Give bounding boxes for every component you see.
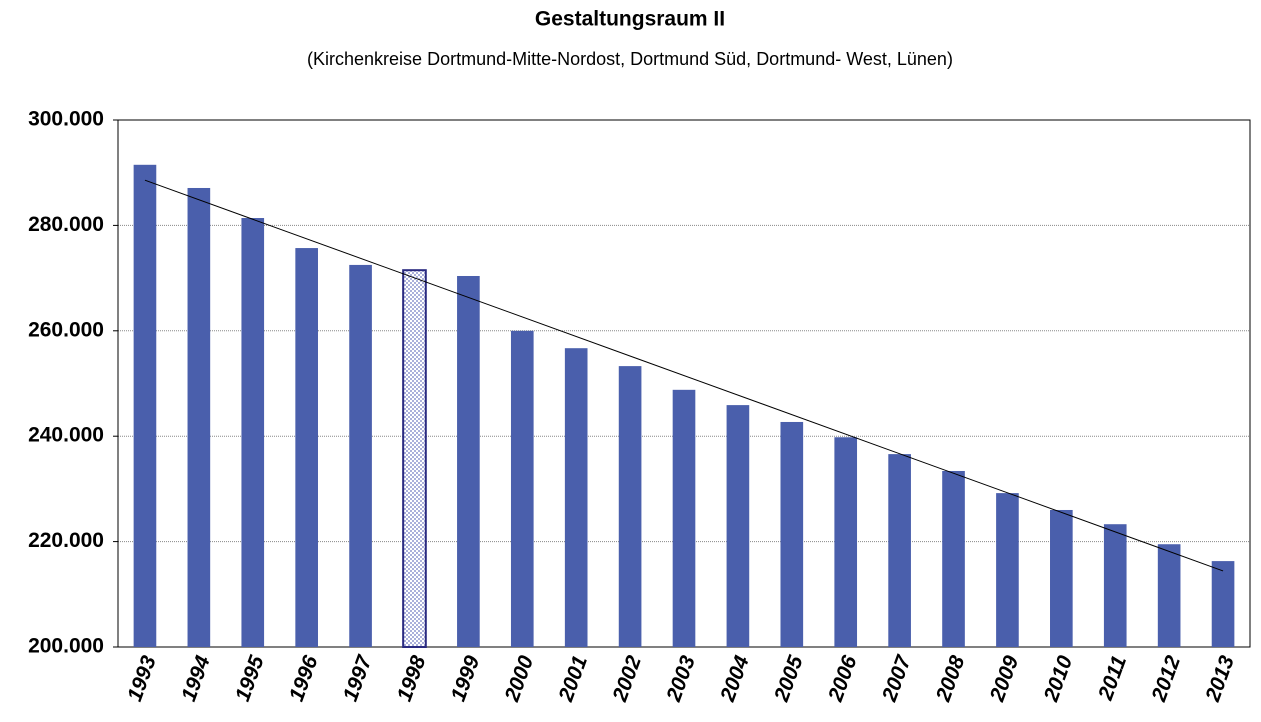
bar <box>672 389 696 647</box>
y-tick-label: 240.000 <box>28 424 104 447</box>
bar <box>1157 544 1181 647</box>
bar <box>349 264 372 647</box>
bar <box>780 421 804 647</box>
x-tick-label: 2006 <box>824 652 862 705</box>
bar <box>942 470 965 647</box>
bar <box>1050 509 1073 647</box>
chart-title: Gestaltungsraum II <box>535 8 725 31</box>
bar <box>187 187 211 647</box>
x-tick-label: 2000 <box>500 652 538 705</box>
x-tick-label: 2005 <box>770 652 808 705</box>
x-tick-label: 2001 <box>554 653 592 706</box>
x-tick-label: 2013 <box>1201 652 1239 705</box>
bar <box>402 269 427 648</box>
x-tick-label: 2007 <box>878 652 916 706</box>
y-tick-label: 300.000 <box>28 108 104 131</box>
chart-subtitle: (Kirchenkreise Dortmund-Mitte-Nordost, D… <box>307 49 953 69</box>
x-tick-label: 2012 <box>1147 652 1185 705</box>
bar <box>834 437 858 647</box>
bar <box>1103 524 1127 647</box>
x-tick-label: 2003 <box>662 652 700 705</box>
y-tick-label: 220.000 <box>28 529 104 552</box>
x-tick-label: 2008 <box>932 652 970 705</box>
x-tick-label: 1997 <box>339 652 377 705</box>
bar <box>1211 561 1235 647</box>
bar <box>564 348 588 647</box>
x-tick-label: 1993 <box>123 652 161 704</box>
x-tick-label: 1994 <box>177 652 215 704</box>
x-tick-label: 1996 <box>285 652 323 704</box>
bar <box>510 330 534 647</box>
bar <box>726 405 750 647</box>
bar <box>133 164 157 648</box>
x-tick-label: 1995 <box>231 652 269 704</box>
bar <box>457 275 480 647</box>
y-tick-label: 200.000 <box>28 635 104 658</box>
bar <box>618 366 642 647</box>
bar <box>295 248 318 647</box>
x-tick-label: 2004 <box>716 652 754 705</box>
trendline <box>144 179 1224 572</box>
x-tick-label: 2009 <box>985 652 1023 705</box>
x-tick-label: 1999 <box>447 652 485 704</box>
x-tick-label: 2010 <box>1039 652 1077 705</box>
bar <box>996 493 1019 647</box>
x-tick-label: 2002 <box>608 652 646 705</box>
bar <box>241 218 265 647</box>
x-tick-label: 2011 <box>1094 653 1131 704</box>
y-tick-label: 280.000 <box>28 213 104 236</box>
bar <box>888 454 911 647</box>
y-tick-label: 260.000 <box>28 318 104 341</box>
x-tick-label: 1998 <box>393 652 431 704</box>
